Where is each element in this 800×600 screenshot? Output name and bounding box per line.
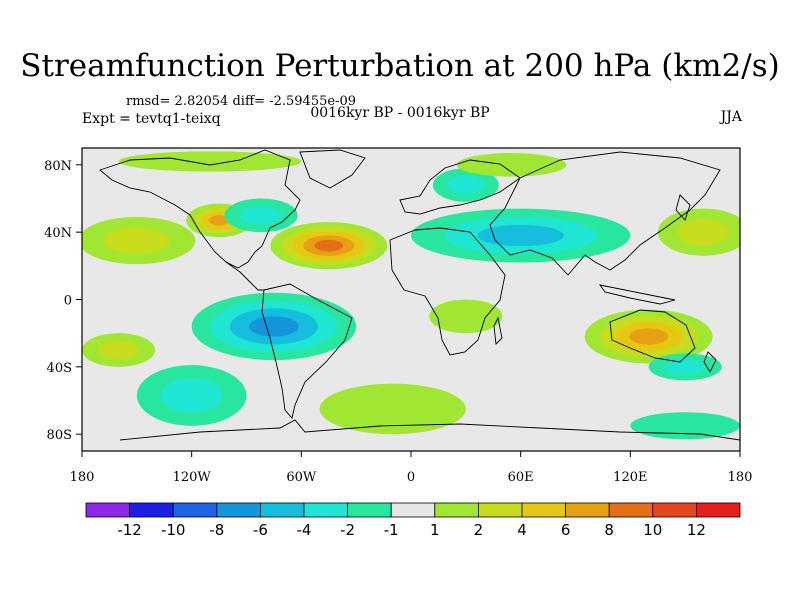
colorbar-label: -1 <box>384 521 399 539</box>
coast-north-america <box>99 149 301 269</box>
anomaly-15 <box>630 412 740 440</box>
anomaly-band <box>319 383 466 435</box>
anomaly-14 <box>319 383 466 435</box>
stats-line: rmsd= 2.82054 diff= -2.59455e-09 <box>126 94 356 109</box>
coast-new-zealand <box>703 351 717 373</box>
anomaly-12 <box>657 208 740 256</box>
colorbar-label: 10 <box>643 521 662 539</box>
y-tick-label: 0 <box>64 294 72 309</box>
anomaly-16 <box>82 333 156 367</box>
colorbar-label: -4 <box>297 521 312 539</box>
anomaly-band <box>103 227 170 254</box>
anomaly-6 <box>432 168 499 202</box>
x-tick-label: 120E <box>613 470 647 485</box>
colorbar-swatch <box>652 502 697 518</box>
coast-indonesia <box>598 284 676 305</box>
season-label: JJA <box>720 109 742 125</box>
colorbar-label: 6 <box>561 521 571 539</box>
colorbar-swatch <box>565 502 610 518</box>
colorbar-label: -10 <box>161 521 186 539</box>
period-label: 0016kyr BP - 0016kyr BP <box>310 105 490 121</box>
diff-value: diff= -2.59455e-09 <box>232 94 356 109</box>
colorbar-label: 2 <box>474 521 484 539</box>
y-tick-label: 40N <box>44 226 72 241</box>
colorbar-swatch <box>347 502 392 518</box>
colorbar-label: -6 <box>253 521 268 539</box>
colorbar-swatch <box>85 502 130 518</box>
anomaly-10 <box>456 153 567 177</box>
colorbar-swatch <box>129 502 174 518</box>
coast-australia <box>609 309 696 363</box>
colorbar-label: 12 <box>687 521 706 539</box>
anomaly-band <box>477 224 564 247</box>
colorbar-label: 8 <box>604 521 614 539</box>
anomaly-2 <box>82 217 196 265</box>
x-tick-label: 180 <box>728 470 753 485</box>
colorbar-label: -2 <box>340 521 355 539</box>
anomaly-band <box>240 205 282 225</box>
anomaly-band <box>314 239 344 252</box>
anomaly-7 <box>136 365 247 426</box>
coast-asia <box>489 151 721 276</box>
x-tick-label: 120W <box>173 470 212 485</box>
anomaly-band <box>209 215 230 226</box>
anomaly-band <box>447 175 485 195</box>
colorbar-swatch <box>434 502 479 518</box>
anomaly-11 <box>118 151 302 172</box>
colorbar-swatch <box>608 502 654 518</box>
anomaly-4 <box>191 292 357 361</box>
colorbar-label: -8 <box>209 521 224 539</box>
colorbar-swatch <box>390 502 436 518</box>
colorbar-swatch <box>696 502 741 518</box>
x-tick-label: 60E <box>508 470 534 485</box>
rmsd-value: rmsd= 2.82054 <box>126 94 229 109</box>
field-anomalies <box>82 151 740 440</box>
colorbar-label: 4 <box>517 521 527 539</box>
colorbar-swatch <box>259 502 305 518</box>
anomaly-band <box>677 218 730 246</box>
colorbar-label: -12 <box>117 521 142 539</box>
anomaly-band <box>630 412 740 440</box>
plot-title: Streamfunction Perturbation at 200 hPa (… <box>20 48 780 84</box>
coast-central-america <box>225 261 264 291</box>
y-axis: 80N 40N 0 40S 80S <box>44 159 82 443</box>
y-tick-label: 80S <box>47 428 72 443</box>
anomaly-5 <box>411 208 631 263</box>
anomaly-band <box>97 340 140 360</box>
coast-japan <box>675 194 691 221</box>
anomaly-band <box>249 316 299 337</box>
coastlines <box>99 149 740 441</box>
colorbar-swatch <box>216 502 261 518</box>
coast-europe <box>399 159 521 215</box>
coast-greenland <box>299 149 366 189</box>
colorbar-swatch <box>477 502 523 518</box>
anomaly-0 <box>270 222 388 270</box>
anomaly-band <box>160 378 223 413</box>
anomaly-band <box>629 328 668 345</box>
anomaly-3 <box>224 198 298 233</box>
coast-madagascar <box>493 316 503 345</box>
coast-africa <box>389 227 506 356</box>
colorbar-swatch <box>303 502 348 518</box>
coast-south-america <box>261 283 353 419</box>
anomaly-8 <box>584 309 713 364</box>
y-tick-label: 80N <box>44 159 72 174</box>
x-tick-label: 60W <box>286 470 317 485</box>
x-axis: 180 120W 60W 0 60E 120E 180 <box>70 451 753 485</box>
anomaly-13 <box>429 299 503 334</box>
y-tick-label: 40S <box>47 361 72 376</box>
anomaly-band <box>456 153 567 177</box>
x-tick-label: 0 <box>407 470 415 485</box>
colorbar-swatch <box>521 502 566 518</box>
anomaly-band <box>429 299 503 334</box>
colorbar-label: 1 <box>430 521 440 539</box>
x-tick-label: 180 <box>70 470 95 485</box>
colorbar: -12 -10 -8 -6 -4 -2 -1 1 2 4 6 8 10 12 <box>85 502 741 539</box>
colorbar-swatch <box>172 502 218 518</box>
anomaly-band <box>664 359 706 375</box>
experiment-label: Expt = tevtq1-teixq <box>82 111 221 127</box>
coast-antarctica <box>119 419 740 441</box>
anomaly-band <box>118 151 302 172</box>
